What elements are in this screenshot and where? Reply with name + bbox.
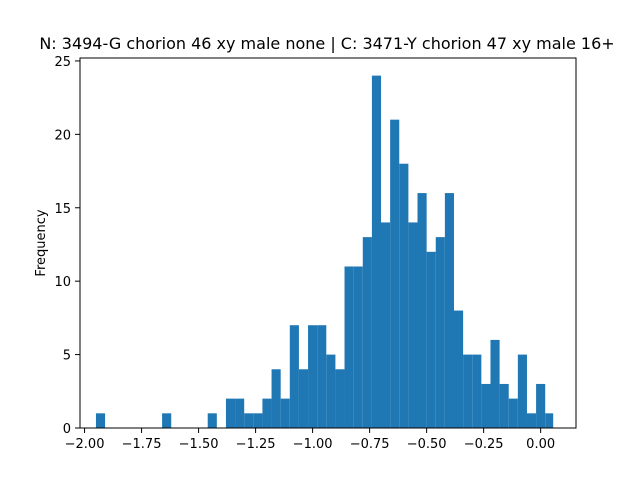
y-axis: 0 5 10 15 20 25 bbox=[54, 55, 80, 437]
histogram-bar bbox=[298, 369, 309, 428]
histogram-bar bbox=[426, 251, 436, 428]
x-tick-label: −0.50 bbox=[407, 437, 447, 452]
histogram-bar bbox=[390, 119, 400, 429]
histogram-bar bbox=[435, 237, 445, 428]
histogram-bar bbox=[326, 354, 336, 428]
histogram-bar bbox=[95, 413, 106, 428]
bars-group bbox=[95, 75, 554, 429]
histogram-bar bbox=[381, 222, 391, 428]
histogram-bar bbox=[280, 398, 290, 428]
histogram-bar bbox=[235, 398, 245, 428]
histogram-bar bbox=[490, 339, 500, 428]
x-tick-label: −0.75 bbox=[350, 437, 390, 452]
x-tick-label: −1.00 bbox=[293, 437, 333, 452]
histogram-bar bbox=[545, 413, 554, 428]
y-axis-label: Frequency bbox=[34, 209, 49, 276]
x-tick-label: 0.00 bbox=[526, 437, 555, 452]
y-tick-label: 15 bbox=[54, 202, 71, 217]
y-tick-label: 0 bbox=[63, 422, 71, 437]
histogram-bar bbox=[526, 413, 537, 428]
histogram-bar bbox=[308, 325, 318, 428]
histogram-bar bbox=[408, 222, 418, 428]
y-tick-label: 5 bbox=[63, 349, 71, 364]
x-tick-label: −1.25 bbox=[236, 437, 276, 452]
histogram-bar bbox=[463, 354, 473, 428]
x-tick-label: −1.50 bbox=[179, 437, 219, 452]
y-tick-label: 20 bbox=[54, 128, 71, 143]
histogram-bar bbox=[289, 325, 299, 428]
plot-frame bbox=[79, 57, 577, 429]
histogram-bar bbox=[207, 413, 217, 428]
histogram-bar bbox=[417, 193, 427, 428]
histogram-bar bbox=[362, 237, 372, 428]
histogram-bar bbox=[444, 193, 454, 428]
histogram-bar bbox=[335, 369, 345, 428]
histogram-bar bbox=[454, 310, 464, 428]
histogram-bar bbox=[499, 383, 509, 428]
histogram-bar bbox=[317, 325, 327, 428]
y-tick-label: 25 bbox=[54, 55, 71, 70]
histogram-bar bbox=[517, 354, 527, 428]
histogram-bar bbox=[162, 413, 172, 428]
histogram-bar bbox=[225, 398, 236, 428]
histogram-bar bbox=[481, 383, 491, 428]
chart-title: N: 3494-G chorion 46 xy male none | C: 3… bbox=[39, 34, 614, 53]
x-tick-label: −1.75 bbox=[122, 437, 162, 452]
histogram-bar bbox=[253, 413, 263, 428]
y-tick-label: 10 bbox=[54, 275, 71, 290]
histogram-bar bbox=[371, 75, 382, 429]
histogram-bar bbox=[244, 413, 254, 428]
histogram-bar bbox=[536, 383, 546, 428]
x-tick-label: −2.00 bbox=[65, 437, 105, 452]
histogram-bar bbox=[344, 266, 354, 428]
x-axis: −2.00 −1.75 −1.50 −1.25 −1.00 −0.75 −0.50 −0.25… bbox=[65, 428, 555, 452]
histogram-bar bbox=[472, 354, 482, 428]
histogram-bar bbox=[271, 369, 281, 428]
histogram-bar bbox=[508, 398, 518, 428]
histogram-bar bbox=[262, 398, 272, 428]
histogram-bar bbox=[353, 266, 363, 428]
histogram-bar bbox=[399, 163, 409, 428]
x-tick-label: −0.25 bbox=[464, 437, 504, 452]
